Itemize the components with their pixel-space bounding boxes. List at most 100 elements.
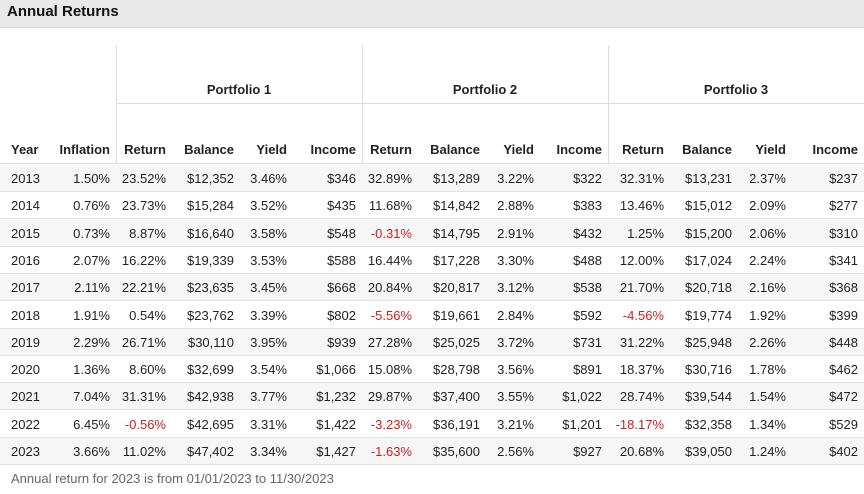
table-cell: $802 <box>327 307 356 323</box>
table-cell: 3.72% <box>497 334 534 350</box>
table-cell: 1.36% <box>73 362 110 378</box>
table-cell: $19,774 <box>685 307 732 323</box>
table-cell: 8.87% <box>129 225 166 241</box>
table-cell: $19,339 <box>187 252 234 268</box>
table-cell: -4.56% <box>622 307 664 323</box>
table-cell: -5.56% <box>370 307 412 323</box>
row <box>0 328 864 356</box>
table-cell: $368 <box>829 280 858 296</box>
table-cell: 2013 <box>11 171 40 186</box>
table-cell: $13,231 <box>685 171 732 186</box>
table-cell: 31.31% <box>121 389 166 405</box>
column-header: Return <box>124 142 166 157</box>
table-cell: 2.91% <box>497 225 534 241</box>
table-cell: -1.63% <box>370 444 412 459</box>
table-cell: $939 <box>327 334 356 350</box>
table-cell: $731 <box>573 334 602 350</box>
group-header: Portfolio 2 <box>452 82 518 97</box>
table-cell: $47,402 <box>187 444 234 459</box>
table-cell: 27.28% <box>367 334 412 350</box>
table-cell: 2.29% <box>73 334 110 350</box>
table-cell: $592 <box>573 307 602 323</box>
table-cell: 3.53% <box>250 252 287 268</box>
footnote: Annual return for 2023 is from 01/01/202… <box>11 471 334 486</box>
table-cell: $472 <box>829 389 858 405</box>
table-cell: $402 <box>829 444 858 459</box>
row <box>0 219 864 247</box>
table-cell: $529 <box>829 416 858 432</box>
table-cell: $310 <box>829 225 858 241</box>
title: Annual Returns <box>7 3 119 20</box>
table-cell: 1.34% <box>749 416 786 432</box>
table-cell: $23,762 <box>187 307 234 323</box>
table-cell: 2.84% <box>497 307 534 323</box>
table-cell: $322 <box>573 171 602 186</box>
table-cell: 2.56% <box>497 444 534 459</box>
column-header: Balance <box>682 142 732 157</box>
row <box>0 246 864 274</box>
table-cell: $15,012 <box>685 198 732 214</box>
table-cell: 3.45% <box>250 280 287 296</box>
column-header: Yield <box>755 142 786 157</box>
row <box>0 438 864 465</box>
table-cell: $1,066 <box>316 362 356 378</box>
table-cell: 3.12% <box>497 280 534 296</box>
table-cell: -18.17% <box>615 416 664 432</box>
table-cell: 3.56% <box>497 362 534 378</box>
table-cell: 2017 <box>11 280 40 296</box>
table-cell: 2015 <box>11 225 40 241</box>
table-cell: 11.68% <box>368 198 412 214</box>
table-cell: $1,422 <box>316 416 356 432</box>
table-cell: $37,400 <box>433 389 480 405</box>
table-cell: 2.09% <box>749 198 786 214</box>
table-cell: 22.21% <box>121 280 166 296</box>
table-cell: 2.26% <box>749 334 786 350</box>
table-cell: 3.52% <box>250 198 287 214</box>
table-cell: 0.54% <box>129 307 166 323</box>
table-cell: 2.37% <box>749 171 786 186</box>
column-header: Yield <box>503 142 534 157</box>
divider <box>362 45 363 163</box>
table-cell: 2023 <box>11 444 40 459</box>
table-cell: 1.50% <box>73 171 110 186</box>
table-cell: 1.92% <box>749 307 786 323</box>
row <box>0 274 864 302</box>
table-cell: 2018 <box>11 307 40 323</box>
table-cell: 13.46% <box>619 198 664 214</box>
table-cell: $32,699 <box>187 362 234 378</box>
table-cell: $17,024 <box>685 252 732 268</box>
table-cell: 20.68% <box>619 444 664 459</box>
row <box>0 383 864 411</box>
column-header: Year <box>11 142 39 157</box>
table-cell: $39,544 <box>685 389 732 405</box>
table-cell: $42,938 <box>187 389 234 405</box>
table-cell: 2.06% <box>749 225 786 241</box>
table-cell: 1.24% <box>749 444 786 459</box>
table-cell: $25,948 <box>685 334 732 350</box>
table-cell: $538 <box>573 280 602 296</box>
table-cell: $28,798 <box>433 362 480 378</box>
table-cell: 23.52% <box>121 171 166 186</box>
table-cell: 2.88% <box>497 198 534 214</box>
table-cell: 8.60% <box>129 362 166 378</box>
column-header: Income <box>812 142 858 157</box>
column-header: Balance <box>184 142 234 157</box>
table-cell: $1,427 <box>316 444 356 459</box>
table-cell: 16.22% <box>121 252 166 268</box>
table-cell: $346 <box>327 171 356 186</box>
table-cell: -3.23% <box>370 416 412 432</box>
table-cell: $588 <box>327 252 356 268</box>
row <box>0 301 864 329</box>
table-cell: $42,695 <box>187 416 234 432</box>
table-cell: $39,050 <box>685 444 732 459</box>
table-cell: 20.84% <box>367 280 412 296</box>
table-cell: 1.25% <box>627 225 664 241</box>
table-cell: $668 <box>327 280 356 296</box>
table-cell: 3.54% <box>250 362 287 378</box>
table-cell: 18.37% <box>619 362 664 378</box>
table-cell: $14,795 <box>433 225 480 241</box>
table-cell: 32.31% <box>619 171 664 186</box>
table-cell: $17,228 <box>433 252 480 268</box>
column-header: Return <box>622 142 664 157</box>
table-cell: 26.71% <box>121 334 166 350</box>
